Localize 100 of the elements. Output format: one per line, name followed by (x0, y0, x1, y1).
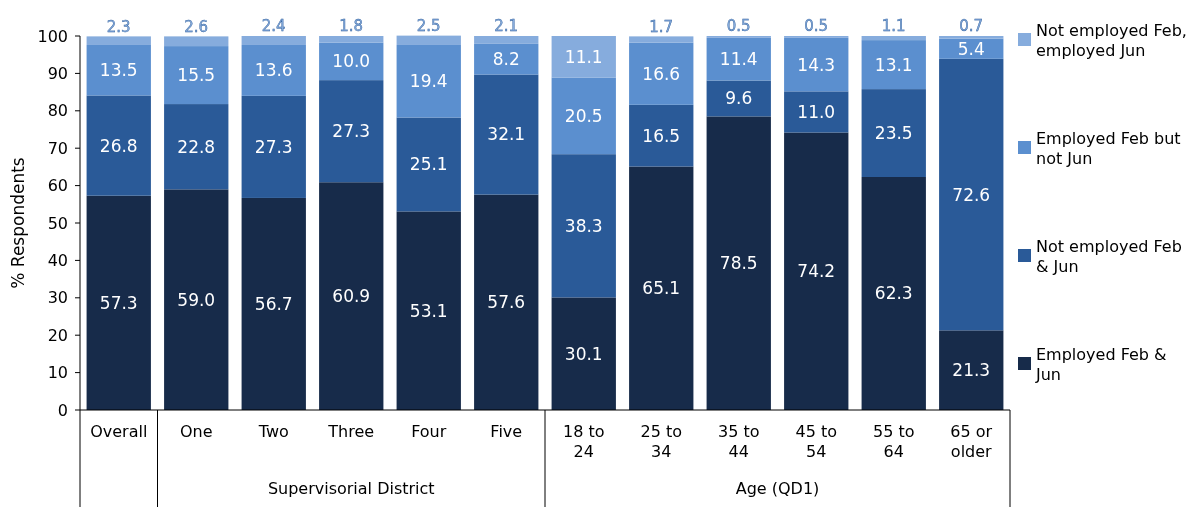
bar (319, 182, 384, 410)
bar (861, 36, 926, 41)
x-tick-label: 18 to 24 (562, 422, 605, 461)
data-label: 1.1 (881, 17, 906, 36)
y-axis-title: % Respondents (8, 157, 28, 289)
bar (784, 91, 849, 133)
bar (474, 43, 539, 75)
data-label: 22.8 (177, 136, 216, 157)
data-label: 16.5 (642, 125, 681, 146)
data-label: 2.6 (184, 17, 209, 36)
bar (629, 104, 694, 167)
data-label: 59.0 (177, 289, 216, 310)
data-label: 26.8 (99, 135, 138, 156)
bar (474, 74, 539, 195)
data-label: 2.1 (494, 17, 519, 36)
data-label: 9.6 (725, 88, 753, 109)
bar (706, 37, 771, 81)
data-label: 72.6 (952, 184, 991, 205)
bar (164, 104, 229, 190)
data-label: 20.5 (564, 105, 603, 126)
data-label: 65.1 (642, 278, 681, 299)
bar (241, 197, 306, 410)
legend-label: Not employed Feb & Jun (1036, 236, 1182, 276)
x-tick-label: 65 or older (950, 422, 993, 461)
data-label: 38.3 (564, 215, 603, 236)
bar (861, 177, 926, 410)
data-label: 0.5 (726, 17, 751, 36)
bar (474, 36, 539, 44)
data-label: 27.3 (254, 136, 293, 157)
y-tick-label: 90 (47, 64, 68, 83)
x-tick-label: 35 to 44 (717, 422, 760, 461)
data-label: 15.5 (177, 65, 216, 86)
y-tick-label: 70 (47, 138, 68, 158)
text: Age (QD1) (735, 479, 820, 498)
y-tick-label: 10 (47, 363, 68, 383)
bar (86, 36, 151, 45)
data-label: 74.2 (797, 261, 836, 282)
data-label: 14.3 (797, 54, 836, 75)
y-tick-label: 60 (47, 176, 68, 196)
bar (86, 44, 151, 96)
bar (939, 330, 1004, 410)
bar (551, 77, 616, 155)
bar (396, 44, 461, 118)
bar (629, 42, 694, 105)
bar (86, 195, 151, 410)
data-label: 30.1 (564, 343, 603, 364)
x-tick-label: 45 to 54 (795, 422, 838, 461)
data-label: 21.3 (952, 360, 991, 381)
data-label: 53.1 (409, 300, 448, 321)
bar (474, 194, 539, 410)
bar (396, 35, 461, 45)
data-label: 11.4 (719, 49, 758, 70)
legend-label: Employed Feb but not Jun (1036, 128, 1181, 168)
bar (939, 58, 1004, 331)
data-label: 27.3 (332, 121, 371, 142)
data-label: 11.1 (564, 46, 603, 67)
x-tick-label: Three (327, 422, 375, 441)
y-tick-label: 80 (47, 101, 68, 121)
y-tick-label: 20 (47, 325, 68, 345)
data-label: 0.7 (959, 17, 984, 36)
bar (396, 117, 461, 212)
bar (319, 42, 384, 81)
bar (551, 297, 616, 410)
y-tick-label: 100 (37, 26, 68, 46)
data-label: 25.1 (409, 154, 448, 175)
bar (164, 189, 229, 410)
x-tick-label: 25 to 34 (640, 422, 683, 461)
data-label: 5.4 (957, 38, 985, 59)
data-label: 1.8 (339, 17, 364, 36)
bar (396, 211, 461, 410)
data-label: 2.3 (106, 17, 131, 36)
x-tick-label: One (179, 422, 213, 441)
data-label: 1.7 (649, 17, 674, 36)
bar (629, 166, 694, 410)
data-label: 16.6 (642, 63, 681, 84)
data-label: 13.5 (99, 60, 138, 81)
bar (241, 36, 306, 45)
data-label: 2.4 (261, 17, 286, 36)
bar (164, 46, 229, 105)
data-label: 10.0 (332, 51, 371, 72)
bar (319, 36, 384, 43)
bar (861, 40, 926, 90)
x-tick-label: Overall (90, 422, 148, 441)
bar (784, 37, 849, 92)
data-label: 32.1 (487, 124, 526, 145)
legend-label: Not employed Feb, employed Jun (1036, 20, 1187, 60)
bar (164, 36, 229, 47)
bar (86, 95, 151, 196)
bar (939, 36, 1004, 39)
x-tick-label: 55 to 64 (872, 422, 915, 461)
y-tick-label: 0 (57, 400, 68, 420)
data-label: 0.5 (804, 17, 829, 36)
bar (706, 116, 771, 410)
data-label: 78.5 (719, 253, 758, 274)
x-tick-label: Two (257, 422, 289, 441)
data-label: 62.3 (874, 283, 913, 304)
x-tick-label: Five (490, 422, 523, 441)
data-label: 60.9 (332, 286, 371, 307)
data-label: 19.4 (409, 71, 448, 92)
data-label: 8.2 (492, 49, 520, 70)
